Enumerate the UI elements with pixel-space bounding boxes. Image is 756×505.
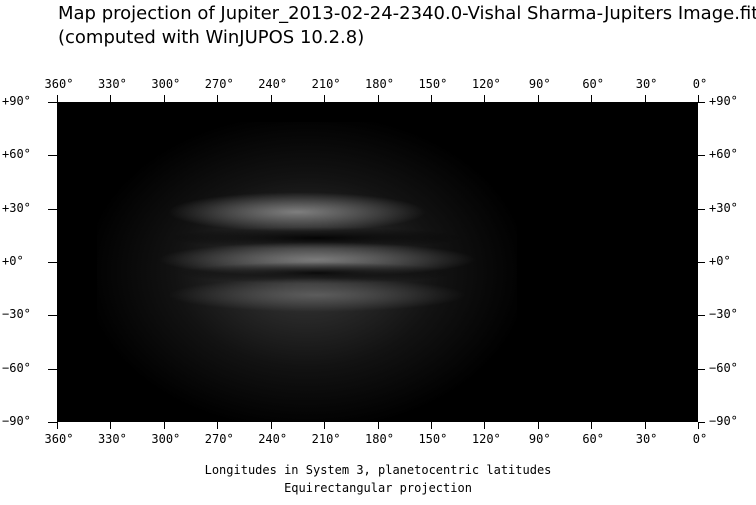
- latitude-label-left: −90°: [2, 414, 31, 428]
- longitude-label-bottom: 270°: [204, 432, 234, 446]
- latitude-label-left: +90°: [2, 94, 31, 108]
- longitude-label-top: 330°: [97, 77, 127, 91]
- longitude-label-top: 360°: [44, 77, 74, 91]
- longitude-tick-bottom: [484, 422, 486, 429]
- longitude-label-bottom: 60°: [582, 432, 604, 446]
- latitude-tick-left: [48, 155, 57, 157]
- latitude-label-right: +60°: [709, 147, 738, 162]
- longitude-tick-bottom: [537, 422, 539, 429]
- longitude-label-bottom: 360°: [44, 432, 74, 446]
- longitude-label-bottom: 300°: [151, 432, 181, 446]
- longitude-tick-bottom: [217, 422, 219, 429]
- longitude-tick-bottom: [591, 422, 593, 429]
- latitude-tick-right: [698, 102, 705, 103]
- latitude-tick-right: [698, 422, 705, 423]
- latitude-tick-left: [48, 422, 57, 423]
- latitude-label-left: −30°: [2, 307, 31, 322]
- longitude-tick-top: [110, 95, 112, 102]
- longitude-label-top: 270°: [204, 77, 234, 91]
- latitude-label-right: +0°: [709, 254, 731, 268]
- longitude-tick-top: [484, 95, 486, 102]
- longitude-tick-bottom: [57, 422, 58, 429]
- longitude-tick-bottom: [430, 422, 432, 429]
- longitude-label-bottom: 180°: [365, 432, 394, 446]
- longitude-tick-bottom: [377, 422, 379, 429]
- longitude-tick-top: [270, 95, 272, 102]
- latitude-label-right: −30°: [709, 307, 738, 322]
- longitude-tick-bottom: [324, 422, 326, 429]
- jupiter-map-image: [57, 102, 698, 422]
- longitude-label-top: 210°: [311, 77, 341, 91]
- longitude-tick-bottom: [270, 422, 272, 429]
- caption-line-2: Equirectangular projection: [284, 481, 472, 495]
- title-line-2: (computed with WinJUPOS 10.2.8): [58, 27, 365, 48]
- latitude-tick-left: [48, 368, 57, 370]
- latitude-label-left: −60°: [2, 360, 31, 375]
- longitude-label-bottom: 90°: [528, 432, 551, 446]
- longitude-tick-bottom: [110, 422, 112, 429]
- latitude-tick-left: [48, 102, 57, 103]
- longitude-tick-top: [537, 95, 539, 102]
- longitude-label-top: 30°: [635, 77, 658, 91]
- longitude-tick-top: [163, 95, 165, 102]
- longitude-label-bottom: 240°: [258, 432, 288, 446]
- latitude-tick-left: [48, 315, 57, 317]
- longitude-tick-bottom: [163, 422, 165, 429]
- longitude-label-bottom: 210°: [311, 432, 341, 446]
- caption-line-1: Longitudes in System 3, planetocentric l…: [204, 463, 552, 477]
- longitude-tick-top: [324, 95, 326, 102]
- longitude-tick-top: [377, 95, 379, 102]
- longitude-tick-top: [57, 95, 58, 102]
- longitude-label-top: 150°: [418, 77, 448, 91]
- longitude-tick-bottom: [644, 422, 646, 429]
- latitude-label-left: +30°: [2, 200, 31, 215]
- longitude-label-top: 60°: [582, 77, 604, 91]
- longitude-label-top: 0°: [692, 77, 708, 91]
- latitude-label-right: +30°: [709, 200, 738, 215]
- longitude-label-bottom: 120°: [471, 432, 501, 446]
- longitude-label-bottom: 30°: [635, 432, 658, 446]
- latitude-tick-left: [48, 262, 57, 263]
- latitude-label-left: +0°: [2, 254, 24, 268]
- longitude-label-top: 180°: [365, 77, 394, 91]
- longitude-tick-bottom: [698, 422, 699, 429]
- title-line-1: Map projection of Jupiter_2013-02-24-234…: [58, 3, 756, 24]
- longitude-label-bottom: 150°: [418, 432, 448, 446]
- longitude-label-bottom: 330°: [97, 432, 127, 446]
- latitude-label-right: −60°: [709, 360, 738, 375]
- longitude-label-top: 90°: [528, 77, 551, 91]
- latitude-label-left: +60°: [2, 147, 31, 162]
- longitude-tick-top: [430, 95, 432, 102]
- latitude-label-right: −90°: [709, 414, 738, 428]
- latitude-tick-right: [698, 262, 705, 263]
- latitude-tick-right: [698, 315, 705, 317]
- longitude-label-top: 240°: [258, 77, 288, 91]
- longitude-tick-top: [644, 95, 646, 102]
- longitude-label-bottom: 0°: [692, 432, 708, 446]
- longitude-label-top: 300°: [151, 77, 181, 91]
- latitude-tick-right: [698, 155, 705, 157]
- latitude-tick-right: [698, 368, 705, 370]
- longitude-tick-top: [591, 95, 593, 102]
- latitude-tick-left: [48, 208, 57, 210]
- latitude-tick-right: [698, 208, 705, 210]
- latitude-label-right: +90°: [709, 94, 738, 108]
- longitude-label-top: 120°: [471, 77, 501, 91]
- longitude-tick-top: [698, 95, 699, 102]
- longitude-tick-top: [217, 95, 219, 102]
